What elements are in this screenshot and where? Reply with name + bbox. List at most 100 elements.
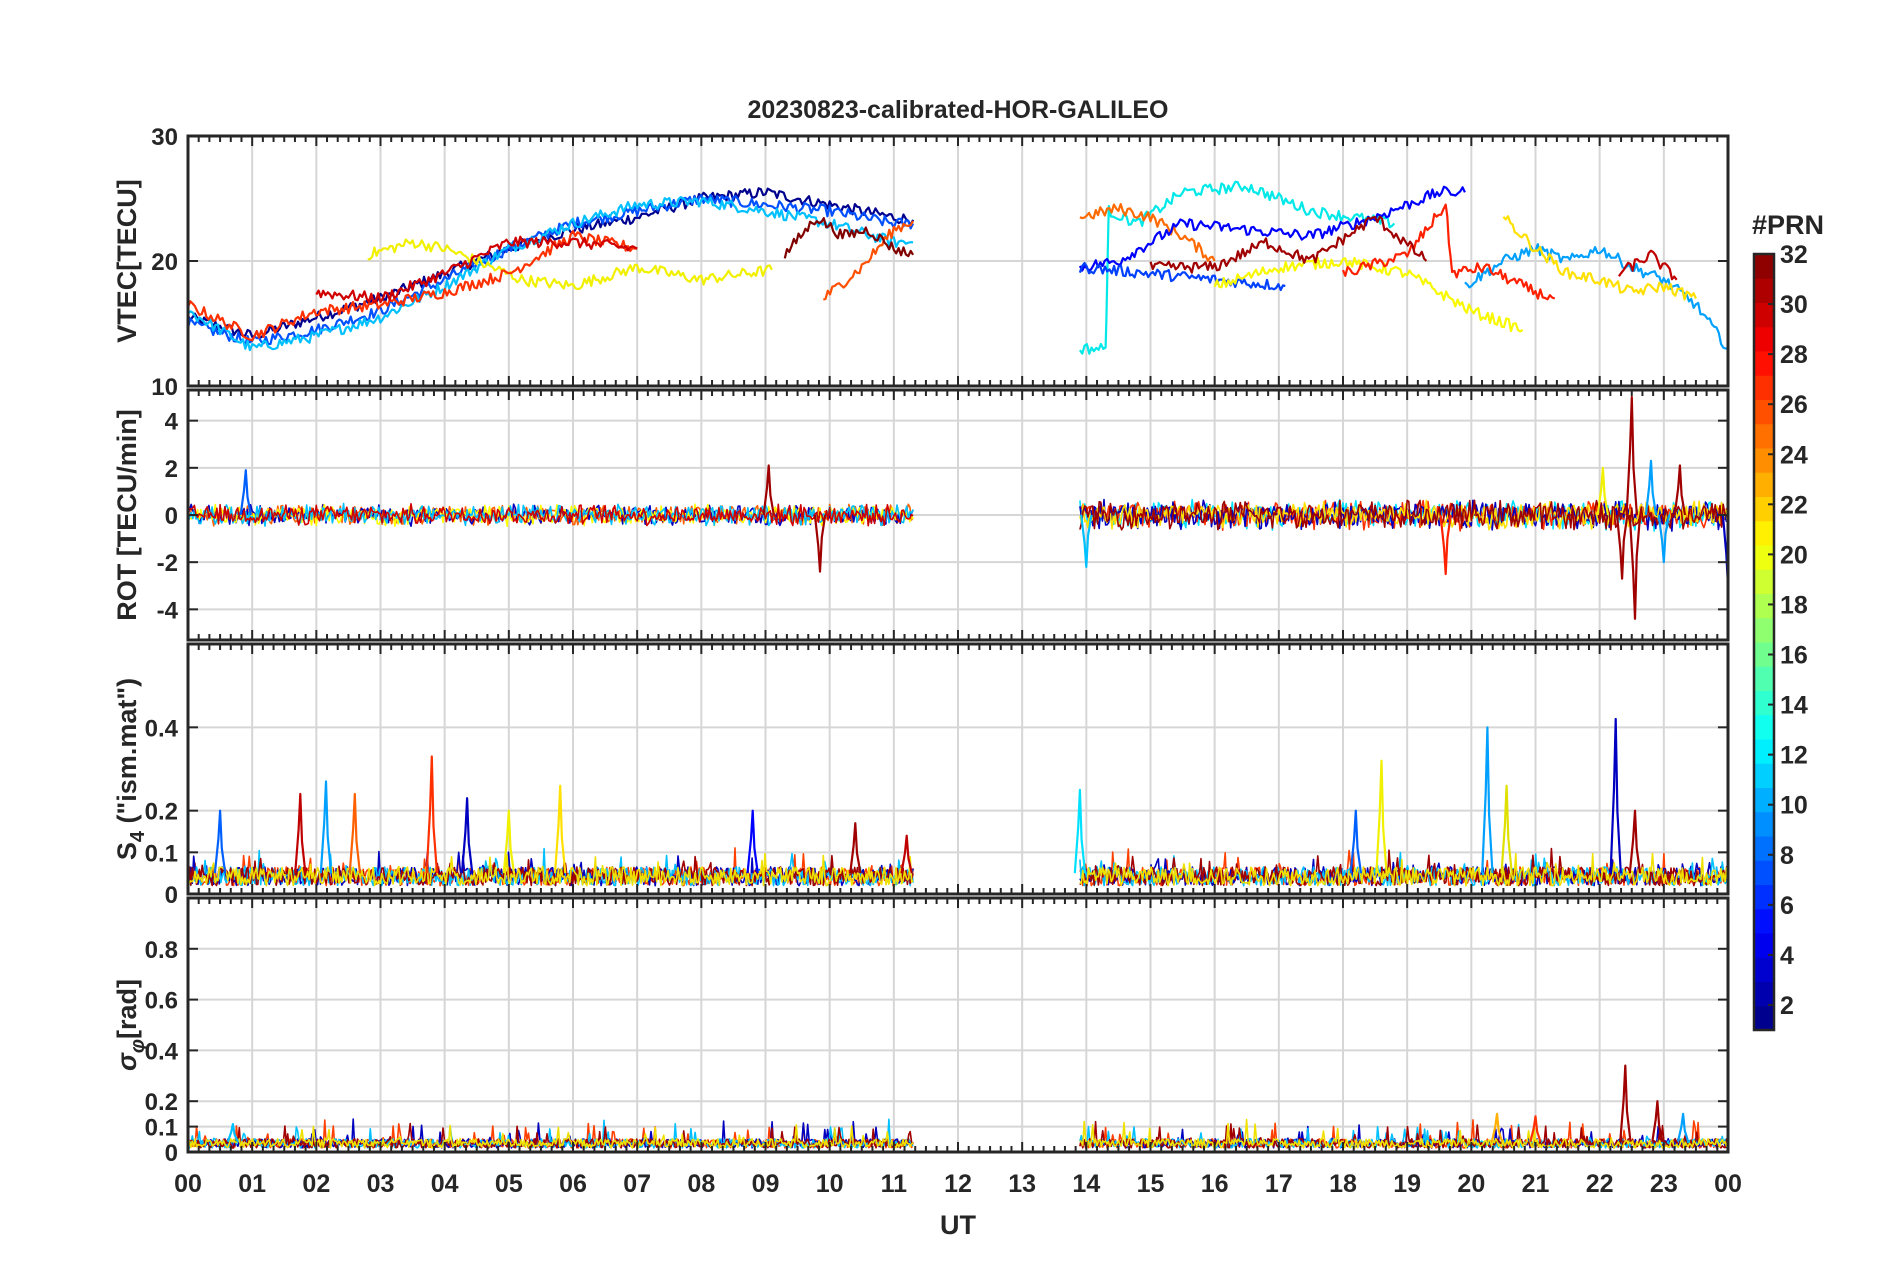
x-axis-label: UT — [940, 1210, 976, 1240]
colorbar-segment — [1754, 908, 1774, 934]
colorbar-segment — [1754, 351, 1774, 376]
spike — [1644, 459, 1658, 516]
x-tick-label: 12 — [944, 1170, 972, 1198]
spike — [900, 834, 913, 874]
x-tick-label: 06 — [559, 1170, 587, 1198]
index-trace — [1079, 1118, 1728, 1149]
y-axis-label: ROT [TECU/min] — [112, 409, 142, 620]
colorbar-tick-label: 26 — [1780, 391, 1808, 419]
spike — [746, 809, 759, 874]
colorbar-segment — [1754, 787, 1774, 813]
series-prn-31 — [1149, 215, 1428, 274]
spike — [348, 792, 362, 874]
x-tick-label: 23 — [1650, 1170, 1678, 1198]
series-prn-13 — [1078, 180, 1396, 355]
spike — [1349, 809, 1363, 874]
spike — [294, 792, 307, 874]
spike — [1673, 464, 1687, 516]
x-tick-label: 04 — [431, 1170, 459, 1198]
spike — [1721, 514, 1728, 587]
series-prn-11 — [188, 196, 914, 352]
grid — [188, 898, 1728, 1152]
series-prn-32 — [783, 217, 915, 259]
spike — [1615, 514, 1629, 580]
rot-trace — [1079, 499, 1728, 531]
colorbar-segment — [1754, 545, 1774, 570]
spike — [1080, 514, 1093, 568]
series-prn-27 — [823, 220, 915, 301]
y-axis-label: S4 ("ism.mat") — [112, 678, 149, 860]
colorbar-segment — [1754, 496, 1774, 522]
x-tick-label: 02 — [302, 1170, 330, 1198]
y-tick-label: 0 — [165, 503, 178, 530]
colorbar-tick-label: 32 — [1780, 241, 1808, 269]
colorbar-tick-label: 10 — [1780, 792, 1808, 820]
y-tick-label: 10 — [151, 374, 178, 401]
colorbar-segment — [1754, 981, 1774, 1007]
x-tick-label: 21 — [1522, 1170, 1550, 1198]
series-prn-30 — [1617, 249, 1678, 281]
colorbar-segment — [1754, 423, 1774, 449]
colorbar-segment — [1754, 399, 1774, 425]
y-tick-label: 4 — [165, 409, 179, 436]
colorbar-segment — [1754, 448, 1774, 473]
colorbar-segment — [1754, 617, 1774, 643]
colorbar-segment — [1754, 836, 1774, 861]
y-tick-label: 0.1 — [145, 1115, 178, 1142]
spike — [239, 469, 252, 516]
spike — [425, 755, 439, 874]
figure-title: 20230823-calibrated-HOR-GALILEO — [748, 96, 1169, 124]
index-trace — [1079, 852, 1728, 887]
colorbar-segment — [1754, 472, 1774, 497]
colorbar-segment — [1754, 278, 1774, 303]
spike — [226, 1123, 239, 1143]
colorbar-segment — [1754, 569, 1774, 594]
spike — [1490, 1112, 1504, 1143]
y-tick-label: 0.2 — [145, 1089, 178, 1116]
colorbar-segment — [1754, 811, 1774, 837]
series-prn-5 — [1078, 185, 1466, 272]
index-trace — [188, 847, 914, 887]
y-tick-label: 0.2 — [145, 799, 178, 826]
spike — [1628, 514, 1642, 620]
x-tick-label: 18 — [1329, 1170, 1357, 1198]
series-prn-29 — [315, 235, 638, 304]
x-tick-label: 00 — [1714, 1170, 1742, 1198]
x-tick-label: 13 — [1008, 1170, 1036, 1198]
y-tick-label: 0.4 — [145, 715, 179, 742]
spike — [1529, 1115, 1542, 1143]
spike — [213, 809, 227, 874]
colorbar-tick-label: 14 — [1780, 692, 1808, 720]
spike — [460, 797, 474, 874]
y-tick-labels: -4 -2 0 2 4 — [157, 409, 179, 625]
colorbar-tick-label: 22 — [1780, 491, 1808, 519]
x-tick-label: 00 — [174, 1170, 202, 1198]
colorbar-segment — [1754, 714, 1774, 740]
y-tick-label: 2 — [165, 456, 178, 483]
colorbar-tick-label: 12 — [1780, 742, 1808, 770]
spike — [1651, 1100, 1664, 1143]
y-tick-label: -2 — [157, 550, 178, 577]
panel-sigma_phi: 00.10.2 0.4 0.6 0.8 σφ[rad] — [112, 896, 1730, 1167]
spike — [1596, 466, 1610, 516]
colorbar-segment — [1754, 860, 1774, 885]
y-tick-labels: 00.10.2 0.4 0.6 0.8 — [145, 937, 179, 1167]
x-tick-label: 08 — [687, 1170, 715, 1198]
spike — [1625, 396, 1638, 516]
axes-frame — [186, 642, 1730, 896]
rot-trace — [188, 503, 914, 527]
spike — [1481, 726, 1494, 874]
grid — [188, 136, 1728, 386]
y-tick-labels: 10 20 30 — [151, 124, 178, 401]
y-tick-label: 0.8 — [145, 937, 178, 964]
spike — [1500, 784, 1513, 874]
x-tick-label: 16 — [1201, 1170, 1229, 1198]
spike — [1609, 717, 1622, 874]
x-tick-label: 05 — [495, 1170, 523, 1198]
colorbar-segment — [1754, 690, 1774, 716]
spike — [762, 464, 775, 516]
axes-frame — [186, 388, 1730, 642]
x-tick-label: 07 — [623, 1170, 651, 1198]
